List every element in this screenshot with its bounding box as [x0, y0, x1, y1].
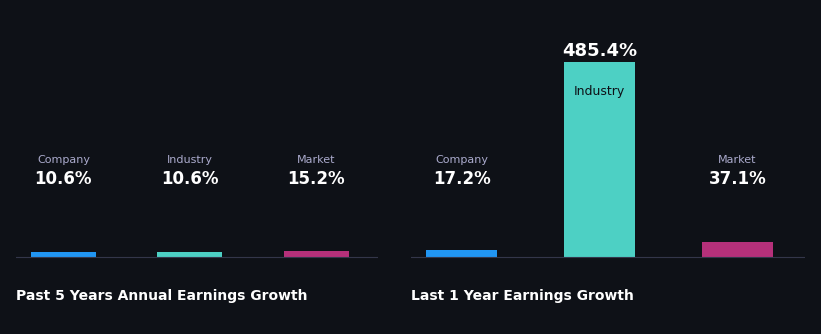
Text: Last 1 Year Earnings Growth: Last 1 Year Earnings Growth — [410, 289, 633, 303]
Bar — [158, 253, 222, 257]
Text: Past 5 Years Annual Earnings Growth: Past 5 Years Annual Earnings Growth — [16, 289, 308, 303]
Text: 17.2%: 17.2% — [433, 170, 491, 188]
Text: 37.1%: 37.1% — [709, 170, 767, 188]
Text: Market: Market — [297, 155, 336, 165]
Text: Company: Company — [435, 155, 488, 165]
Bar — [564, 62, 635, 257]
Bar — [426, 250, 498, 257]
Bar — [284, 250, 349, 257]
Text: 10.6%: 10.6% — [161, 170, 218, 188]
Bar — [702, 242, 773, 257]
Text: Industry: Industry — [574, 85, 626, 98]
Text: 485.4%: 485.4% — [562, 42, 637, 60]
Text: Industry: Industry — [167, 155, 213, 165]
Text: Market: Market — [718, 155, 757, 165]
Text: 15.2%: 15.2% — [287, 170, 345, 188]
Text: Company: Company — [37, 155, 89, 165]
Text: 10.6%: 10.6% — [34, 170, 92, 188]
Bar — [31, 253, 96, 257]
